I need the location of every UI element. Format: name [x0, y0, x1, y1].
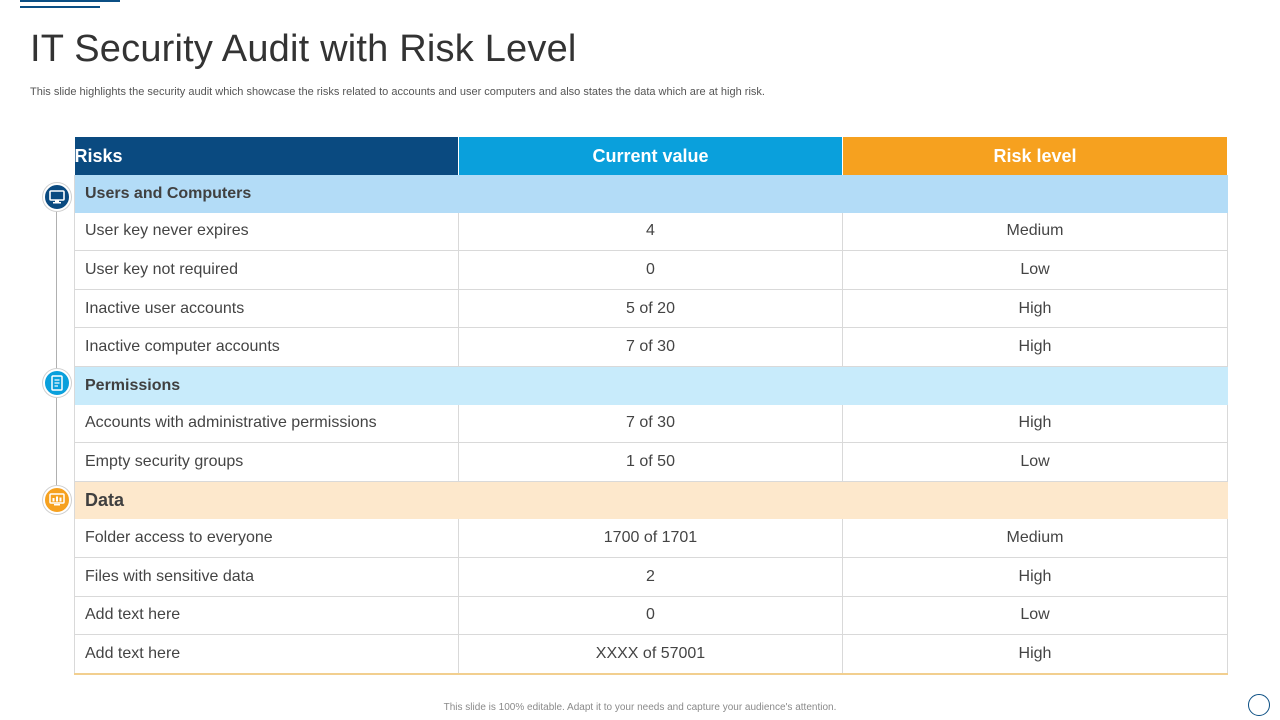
section-permissions: Permissions: [74, 366, 1228, 405]
risk-audit-table: Risks Current value Risk level Users and…: [74, 137, 1228, 675]
table-row: Accounts with administrative permissions…: [74, 404, 1228, 444]
risk-level-cell: High: [842, 327, 1228, 367]
risk-level-cell: Low: [842, 250, 1228, 290]
risk-level-cell: Low: [842, 442, 1228, 482]
header-risks: Risks: [74, 137, 459, 175]
risk-level-cell: Low: [842, 596, 1228, 636]
section-users-and-computers: Users and Computers: [74, 175, 1228, 213]
table-row: User key not required 0 Low: [74, 250, 1228, 290]
timeline-connector: [56, 197, 57, 501]
risk-cell: Inactive computer accounts: [74, 327, 459, 367]
risk-cell: Folder access to everyone: [74, 519, 459, 558]
top-accent-line: [20, 0, 120, 2]
current-value-cell: 5 of 20: [458, 289, 843, 329]
section-data: Data: [74, 481, 1228, 520]
risk-cell: Accounts with administrative permissions: [74, 404, 459, 444]
header-current-value: Current value: [458, 137, 843, 175]
risk-cell: User key never expires: [74, 212, 459, 252]
risk-level-cell: Medium: [842, 212, 1228, 252]
table-header-row: Risks Current value Risk level: [74, 137, 1228, 175]
current-value-cell: XXXX of 57001: [458, 634, 843, 675]
current-value-cell: 4: [458, 212, 843, 252]
risk-level-cell: High: [842, 289, 1228, 329]
current-value-cell: 1 of 50: [458, 442, 843, 482]
risk-level-cell: High: [842, 634, 1228, 675]
table-row: Files with sensitive data 2 High: [74, 557, 1228, 597]
risk-cell: Inactive user accounts: [74, 289, 459, 329]
table-row: Add text here XXXX of 57001 High: [74, 634, 1228, 675]
document-icon: [43, 369, 71, 397]
section-title: Permissions: [74, 366, 1228, 405]
page-subtitle: This slide highlights the security audit…: [30, 86, 765, 98]
footer-note: This slide is 100% editable. Adapt it to…: [443, 702, 837, 713]
data-monitor-icon: [43, 486, 71, 514]
risk-level-cell: High: [842, 404, 1228, 444]
risk-cell: Add text here: [74, 596, 459, 636]
top-accent-line-secondary: [20, 6, 100, 8]
table-row: Empty security groups 1 of 50 Low: [74, 442, 1228, 482]
page-title: IT Security Audit with Risk Level: [30, 28, 577, 70]
current-value-cell: 0: [458, 250, 843, 290]
risk-level-cell: Medium: [842, 519, 1228, 558]
section-title: Data: [74, 481, 1228, 520]
header-risk-level: Risk level: [842, 137, 1228, 175]
current-value-cell: 0: [458, 596, 843, 636]
risk-cell: Files with sensitive data: [74, 557, 459, 597]
current-value-cell: 1700 of 1701: [458, 519, 843, 558]
risk-cell: User key not required: [74, 250, 459, 290]
current-value-cell: 7 of 30: [458, 404, 843, 444]
table-row: Add text here 0 Low: [74, 596, 1228, 636]
table-row: Folder access to everyone 1700 of 1701 M…: [74, 519, 1228, 558]
table-row: Inactive computer accounts 7 of 30 High: [74, 327, 1228, 367]
table-row: User key never expires 4 Medium: [74, 212, 1228, 252]
computer-icon: [43, 183, 71, 211]
corner-circle-decoration: [1248, 694, 1270, 716]
section-title: Users and Computers: [74, 175, 1228, 213]
risk-cell: Add text here: [74, 634, 459, 675]
table-row: Inactive user accounts 5 of 20 High: [74, 289, 1228, 329]
risk-cell: Empty security groups: [74, 442, 459, 482]
current-value-cell: 2: [458, 557, 843, 597]
current-value-cell: 7 of 30: [458, 327, 843, 367]
risk-level-cell: High: [842, 557, 1228, 597]
